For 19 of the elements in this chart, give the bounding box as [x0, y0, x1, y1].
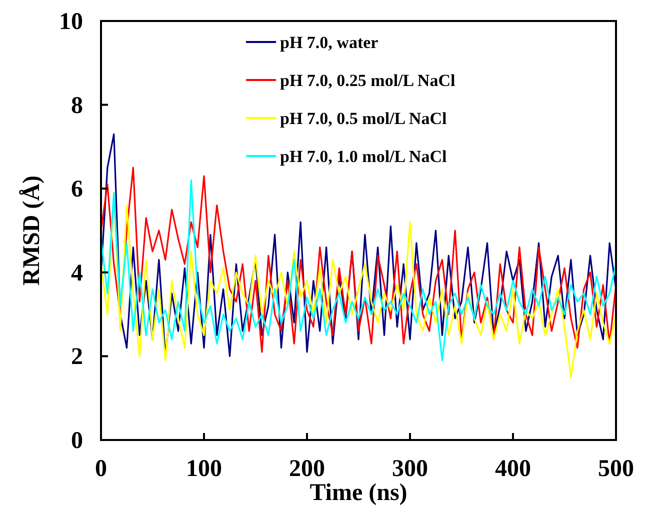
x-tick-label: 200 [289, 456, 325, 482]
legend-label: pH 7.0, 0.5 mol/L NaCl [280, 109, 447, 128]
y-tick-label: 0 [71, 428, 83, 454]
x-tick-label: 0 [95, 456, 107, 482]
y-tick-label: 8 [71, 92, 83, 119]
y-tick-label: 4 [71, 260, 83, 286]
x-tick-label: 100 [186, 456, 222, 482]
line-series [100, 133, 617, 357]
legend-label: pH 7.0, water [280, 33, 379, 52]
x-tick-label: 500 [598, 456, 634, 482]
x-axis-title: Time (ns) [310, 480, 408, 506]
x-tick-label: 300 [392, 456, 428, 482]
x-tick-label: 400 [495, 456, 531, 482]
legend-label: pH 7.0, 0.25 mol/L NaCl [280, 71, 456, 90]
y-tick-label: 6 [71, 176, 83, 203]
y-axis-title: RMSD (Å) [19, 176, 45, 286]
y-tick-label: 10 [59, 9, 83, 35]
y-tick-label: 2 [71, 344, 83, 370]
legend-label: pH 7.0, 1.0 mol/L NaCl [280, 147, 447, 166]
